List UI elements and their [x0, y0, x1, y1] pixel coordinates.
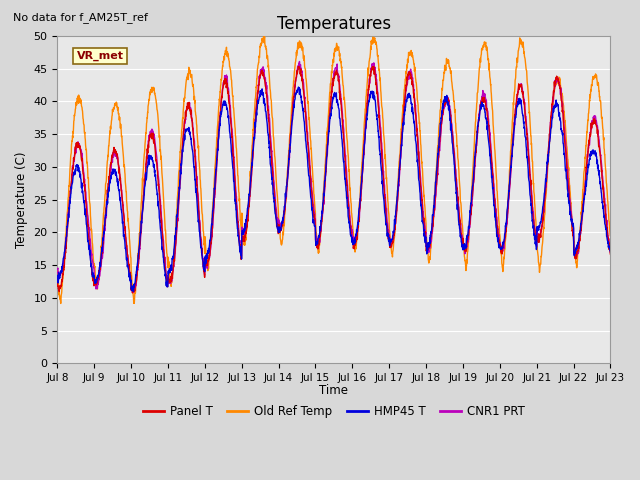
Y-axis label: Temperature (C): Temperature (C) — [15, 151, 28, 248]
X-axis label: Time: Time — [319, 384, 348, 397]
Legend: Panel T, Old Ref Temp, HMP45 T, CNR1 PRT: Panel T, Old Ref Temp, HMP45 T, CNR1 PRT — [138, 400, 529, 423]
Text: VR_met: VR_met — [77, 51, 124, 61]
Text: No data for f_AM25T_ref: No data for f_AM25T_ref — [13, 12, 148, 23]
Title: Temperatures: Temperatures — [277, 15, 391, 33]
